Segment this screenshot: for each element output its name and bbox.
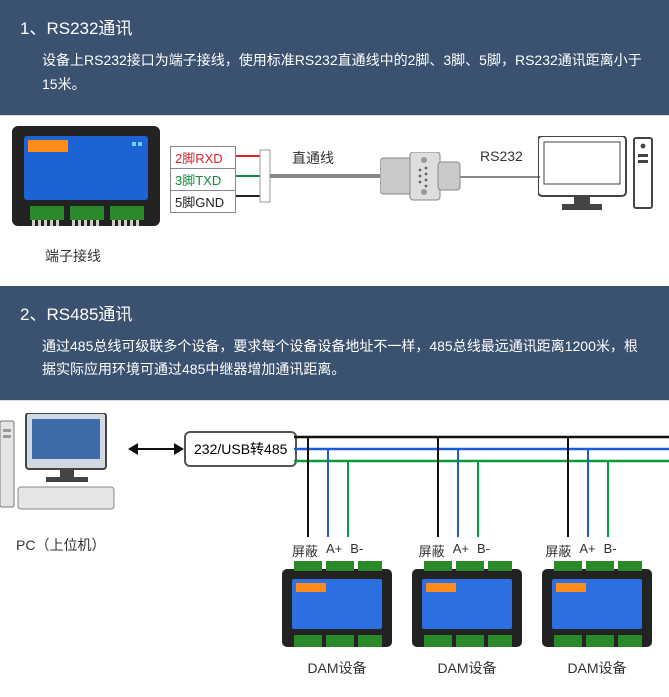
section2-desc: 通过485总线可级联多个设备，要求每个设备设备地址不一样，485总线最远通讯距离… [20, 335, 649, 383]
rs232-proto-label: RS232 [480, 148, 523, 164]
device-terminal-label: 端子接线 [45, 246, 101, 266]
pin-gnd-label: 5脚GND [171, 191, 235, 212]
cable-label: 直通线 [292, 148, 334, 168]
pc-host-label: PC（上位机） [16, 535, 105, 555]
dam-device-item: DAM设备 [282, 561, 392, 678]
dam-device-small-icon [542, 561, 652, 651]
pin-shield-label: 屏蔽 [545, 541, 571, 560]
pin-shield-label: 屏蔽 [419, 541, 445, 560]
pin-aplus-label: A+ [453, 541, 469, 560]
dam-device-item: DAM设备 [542, 561, 652, 678]
pc-host-icon [12, 413, 132, 523]
dam-device-small-icon [282, 561, 392, 651]
section1-header: 1、RS232通讯 设备上RS232接口为端子接线，使用标准RS232直通线中的… [0, 0, 669, 116]
dam-device-label: DAM设备 [542, 658, 652, 678]
rs485-diagram: PC（上位机） 232/USB转485 屏蔽 A+ B- [0, 401, 669, 691]
bidir-arrow-icon [128, 439, 184, 459]
dam-device-item: DAM设备 [412, 561, 522, 678]
pin-bminus-label: B- [350, 541, 363, 560]
rs232-pc-wire-icon [460, 172, 540, 182]
section1-title: 1、RS232通讯 [20, 14, 649, 39]
dam-device-icon [12, 126, 160, 236]
converter-box: 232/USB转485 [184, 431, 297, 467]
dam-device-row: DAM设备 DAM设备 DAM设备 [282, 561, 652, 678]
pin-bminus-label: B- [604, 541, 617, 560]
pin-label-box: 2脚RXD 3脚TXD 5脚GND [170, 146, 236, 213]
pin-bminus-label: B- [477, 541, 490, 560]
pin-txd-label: 3脚TXD [171, 169, 235, 191]
section1-desc: 设备上RS232接口为端子接线，使用标准RS232直通线中的2脚、3脚、5脚，R… [20, 49, 649, 97]
section2-header: 2、RS485通讯 通过485总线可级联多个设备，要求每个设备设备地址不一样，4… [0, 286, 669, 402]
pin-aplus-label: A+ [579, 541, 595, 560]
pin-shield-label: 屏蔽 [292, 541, 318, 560]
dam-device-label: DAM设备 [282, 658, 392, 678]
rs232-diagram: 端子接线 2脚RXD 3脚TXD 5脚GND 直通线 RS232 [0, 116, 669, 286]
db9-connector-icon [380, 152, 464, 202]
pc-tower-icon [0, 413, 18, 509]
section2-title: 2、RS485通讯 [20, 300, 649, 325]
bus-pin-labels-row: 屏蔽 A+ B- 屏蔽 A+ B- 屏蔽 A+ B- [292, 541, 669, 560]
pc-icon [538, 136, 658, 226]
dam-device-label: DAM设备 [412, 658, 522, 678]
dam-device-small-icon [412, 561, 522, 651]
pin-rxd-label: 2脚RXD [171, 147, 235, 169]
pin-aplus-label: A+ [326, 541, 342, 560]
